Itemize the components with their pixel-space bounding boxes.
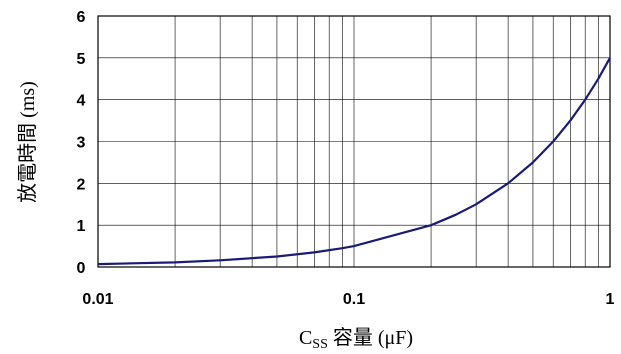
- y-tick-label: 0: [77, 260, 86, 277]
- y-tick-label: 3: [77, 135, 86, 152]
- plot-frame: [97, 15, 611, 268]
- y-tick-label: 6: [77, 9, 86, 26]
- x-tick-label: 0.1: [343, 291, 365, 308]
- x-tick-label: 0.01: [82, 291, 113, 308]
- x-tick-label: 1: [606, 291, 615, 308]
- y-tick-labels: 0 1 2 3 4 5 6: [77, 9, 86, 277]
- horizontal-gridlines: [98, 57, 610, 226]
- x-axis-title: CSS 容量 (μF): [299, 326, 413, 352]
- series-layer: [97, 57, 611, 266]
- y-tick-label: 2: [77, 176, 86, 193]
- x-tick-labels: 0.01 0.1 1: [82, 291, 614, 308]
- series-line: [97, 57, 611, 266]
- y-tick-label: 4: [77, 93, 86, 110]
- y-tick-label: 1: [77, 218, 86, 235]
- y-axis-title: 放電時間 (ms): [16, 81, 39, 203]
- y-tick-label: 5: [77, 51, 86, 68]
